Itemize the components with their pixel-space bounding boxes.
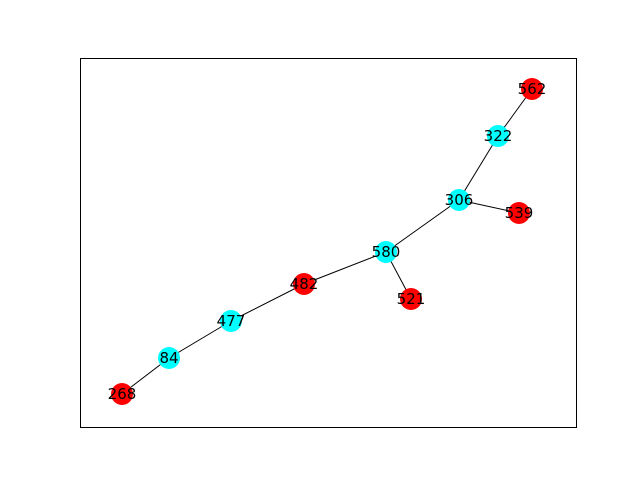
node-label-322: 322 bbox=[484, 127, 513, 145]
node-322: 322 bbox=[484, 125, 513, 147]
node-580: 580 bbox=[372, 241, 401, 263]
node-circle-477 bbox=[220, 310, 242, 332]
node-268: 268 bbox=[108, 383, 137, 405]
node-label-521: 521 bbox=[397, 290, 426, 308]
node-circle-306 bbox=[448, 189, 470, 211]
node-label-306: 306 bbox=[445, 191, 474, 209]
nodes-layer: 562 322 306 539 580 521 482 477 84 268 bbox=[108, 78, 547, 405]
node-477: 477 bbox=[217, 310, 246, 332]
node-circle-482 bbox=[293, 273, 315, 295]
node-84: 84 bbox=[158, 347, 180, 369]
node-562: 562 bbox=[518, 78, 547, 100]
edge-580-482 bbox=[303, 251, 387, 285]
node-306: 306 bbox=[445, 189, 474, 211]
node-label-84: 84 bbox=[159, 349, 178, 367]
edge-482-477 bbox=[230, 283, 305, 322]
edge-322-306 bbox=[458, 135, 499, 201]
node-label-477: 477 bbox=[217, 312, 246, 330]
node-circle-580 bbox=[375, 241, 397, 263]
node-circle-268 bbox=[111, 383, 133, 405]
node-circle-562 bbox=[521, 78, 543, 100]
node-circle-521 bbox=[400, 288, 422, 310]
node-label-482: 482 bbox=[290, 275, 319, 293]
edge-306-580 bbox=[385, 199, 460, 253]
node-label-562: 562 bbox=[518, 80, 547, 98]
edge-477-84 bbox=[168, 320, 232, 359]
node-label-268: 268 bbox=[108, 385, 137, 403]
node-circle-539 bbox=[508, 202, 530, 224]
plot-frame bbox=[80, 58, 577, 428]
node-539: 539 bbox=[505, 202, 534, 224]
node-label-539: 539 bbox=[505, 204, 534, 222]
node-circle-84 bbox=[158, 347, 180, 369]
node-521: 521 bbox=[397, 288, 426, 310]
node-label-580: 580 bbox=[372, 243, 401, 261]
node-482: 482 bbox=[290, 273, 319, 295]
node-circle-322 bbox=[487, 125, 509, 147]
